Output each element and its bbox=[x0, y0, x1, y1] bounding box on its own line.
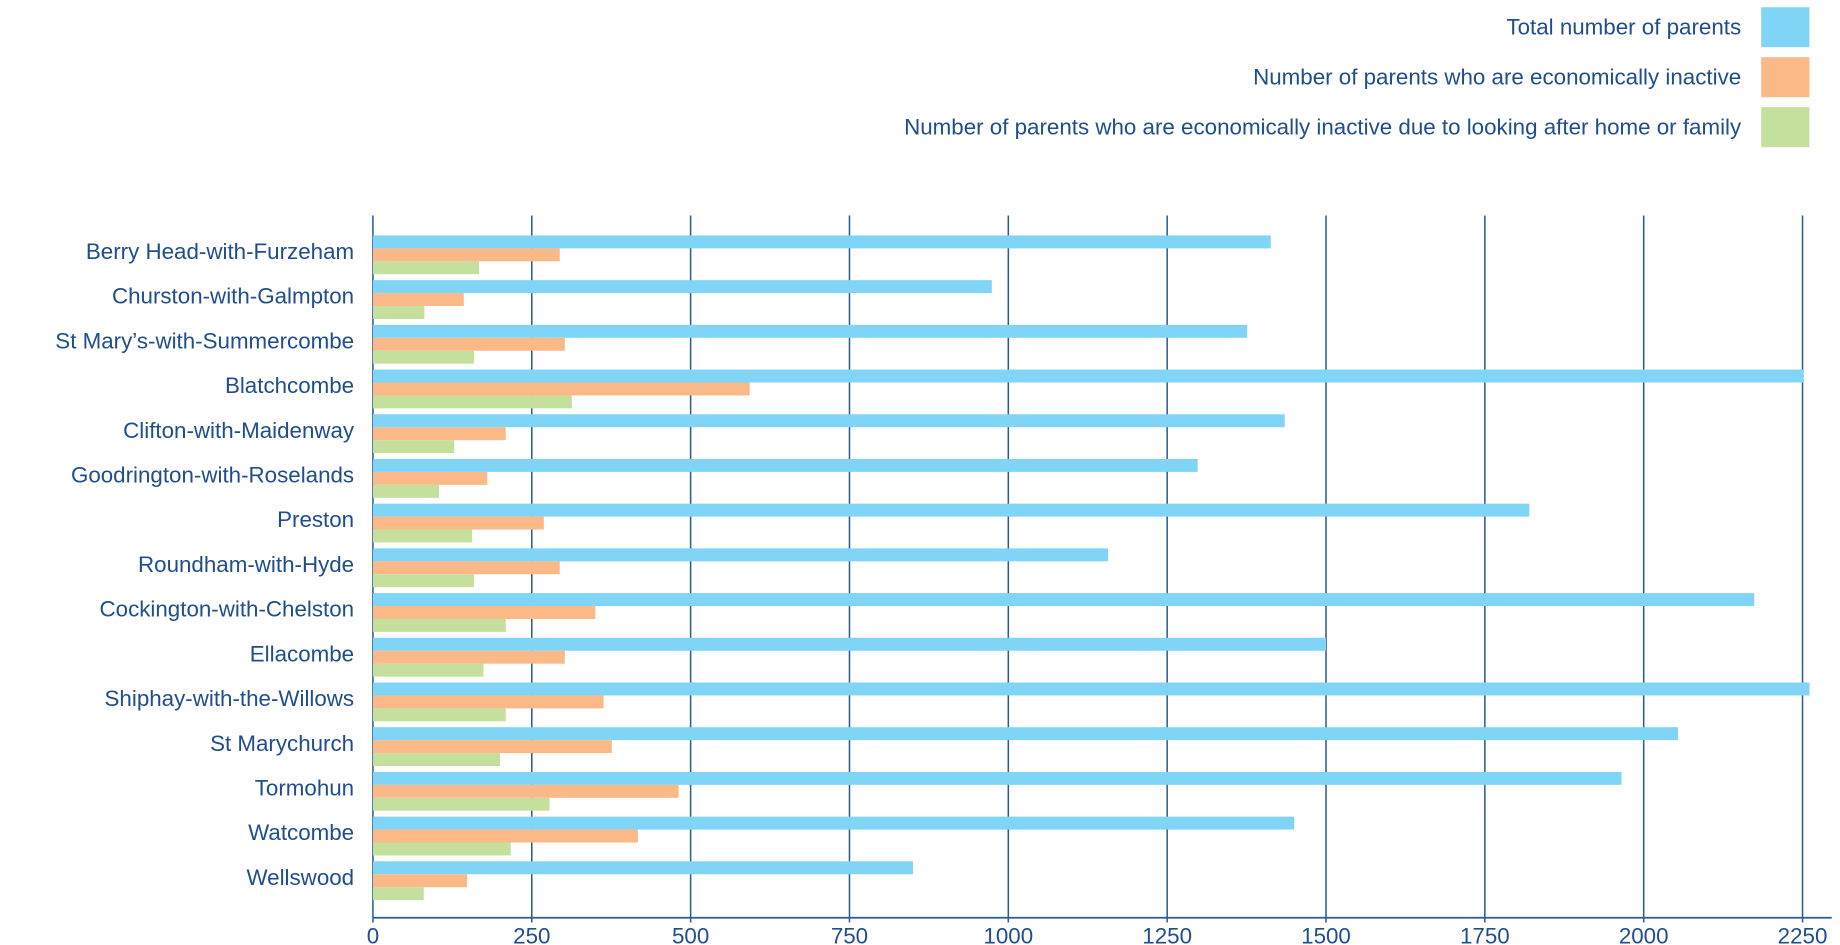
bar bbox=[372, 771, 1622, 785]
bar bbox=[372, 708, 506, 722]
bar bbox=[372, 458, 1198, 472]
x-tick-label: 2000 bbox=[1619, 924, 1669, 945]
legend-label: Total number of parents bbox=[1506, 14, 1741, 39]
bar bbox=[372, 484, 440, 498]
y-tick-label: Clifton-with-Maidenway bbox=[123, 418, 355, 443]
bar bbox=[372, 414, 1285, 428]
x-tick-label: 750 bbox=[831, 924, 868, 945]
bar bbox=[372, 797, 550, 811]
legend-label: Number of parents who are economically i… bbox=[904, 114, 1742, 139]
y-tick-label: St Marychurch bbox=[210, 731, 354, 756]
y-tick-label: Churston-with-Galmpton bbox=[112, 284, 354, 309]
bar bbox=[372, 369, 1804, 383]
bar bbox=[372, 682, 1810, 696]
y-tick-label: Tormohun bbox=[255, 775, 354, 800]
bar bbox=[372, 829, 638, 843]
bar bbox=[372, 874, 467, 888]
bar bbox=[372, 637, 1327, 651]
bar bbox=[372, 727, 1679, 741]
bar bbox=[372, 261, 480, 275]
bar bbox=[372, 663, 484, 677]
bar bbox=[372, 740, 612, 754]
bar bbox=[372, 395, 572, 409]
bar bbox=[372, 503, 1530, 517]
bar bbox=[372, 440, 455, 454]
bar bbox=[372, 861, 914, 875]
x-tick-label: 1500 bbox=[1301, 924, 1351, 945]
bar bbox=[372, 427, 506, 441]
bar bbox=[372, 337, 565, 351]
y-tick-label: Shiphay-with-the-Willows bbox=[105, 686, 355, 711]
x-tick-label: 500 bbox=[672, 924, 709, 945]
bar bbox=[372, 842, 511, 856]
bar bbox=[372, 529, 473, 543]
y-tick-label: Watcombe bbox=[248, 820, 354, 845]
bar bbox=[372, 887, 424, 901]
bar bbox=[372, 650, 565, 664]
y-tick-label: Preston bbox=[277, 507, 354, 532]
legend-swatch bbox=[1761, 57, 1810, 98]
x-tick-label: 1250 bbox=[1142, 924, 1192, 945]
bar bbox=[372, 548, 1109, 562]
x-tick-label: 2250 bbox=[1778, 924, 1828, 945]
bar bbox=[372, 324, 1248, 338]
bar bbox=[372, 784, 679, 798]
bar bbox=[372, 574, 474, 588]
bar bbox=[372, 593, 1755, 607]
bar bbox=[372, 516, 544, 530]
bar bbox=[372, 753, 501, 767]
y-tick-label: Wellswood bbox=[246, 865, 354, 890]
y-tick-label: Roundham-with-Hyde bbox=[138, 552, 354, 577]
y-tick-label: Ellacombe bbox=[250, 641, 354, 666]
bar bbox=[372, 280, 992, 294]
bar bbox=[372, 235, 1271, 249]
x-tick-label: 1000 bbox=[983, 924, 1033, 945]
x-tick-label: 250 bbox=[513, 924, 550, 945]
y-tick-label: Goodrington-with-Roselands bbox=[71, 463, 354, 488]
bar bbox=[372, 471, 488, 485]
bar bbox=[372, 248, 560, 262]
bar bbox=[372, 561, 560, 575]
legend-label: Number of parents who are economically i… bbox=[1253, 64, 1741, 89]
legend-swatch bbox=[1761, 107, 1810, 148]
bar bbox=[372, 306, 425, 319]
y-tick-label: Berry Head-with-Furzeham bbox=[86, 239, 354, 264]
bar bbox=[372, 816, 1295, 830]
x-tick-label: 1750 bbox=[1460, 924, 1510, 945]
y-tick-label: Blatchcombe bbox=[225, 373, 354, 398]
bar bbox=[372, 606, 596, 619]
x-tick-label: 0 bbox=[367, 924, 379, 945]
legend-swatch bbox=[1761, 7, 1810, 48]
bar bbox=[372, 293, 464, 307]
bar bbox=[372, 350, 474, 364]
y-tick-label: Cockington-with-Chelston bbox=[100, 597, 355, 622]
y-tick-label: St Mary’s-with-Summercombe bbox=[55, 328, 354, 353]
bar bbox=[372, 382, 750, 396]
bar bbox=[372, 618, 506, 632]
bar bbox=[372, 695, 604, 709]
